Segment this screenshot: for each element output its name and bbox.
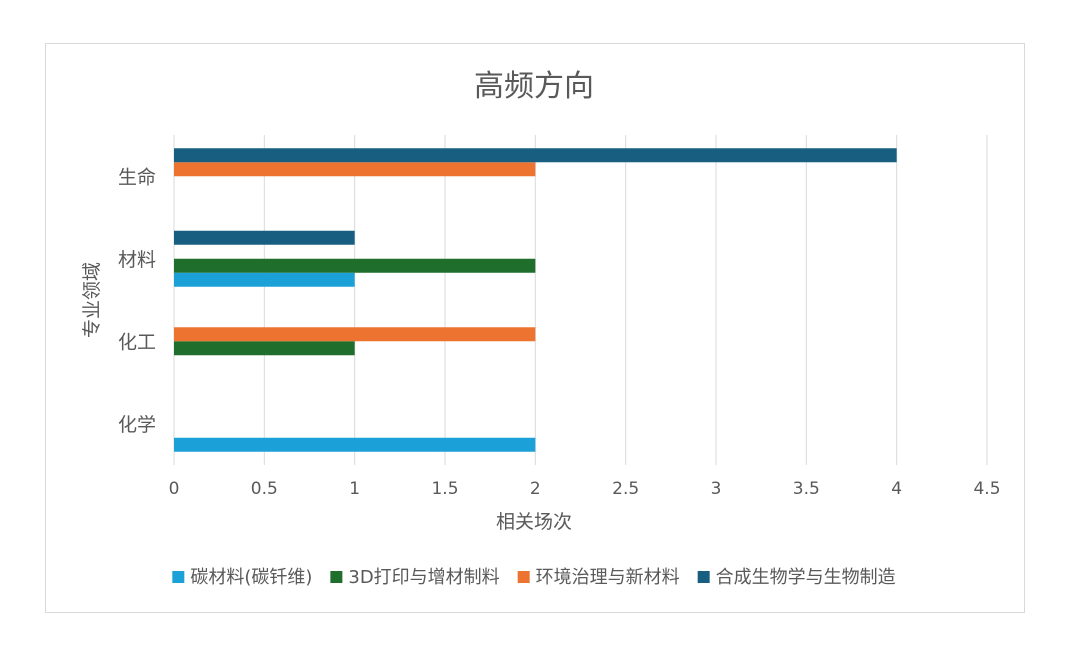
legend-label: 碳材料(碳钎维): [190, 567, 312, 588]
chart-frame: 高频方向 0 0.5 1 1.5 2 2.5 3 3.5 4 4.5 化学 化工 材料 生命 相关场次 …: [45, 43, 1025, 613]
grid-lines: [173, 135, 988, 465]
x-tick-label: 0.5: [251, 479, 278, 499]
bar: [174, 327, 536, 342]
x-tick-label: 2.5: [612, 479, 639, 499]
bar: [174, 230, 355, 245]
bars: [174, 148, 897, 452]
bar: [174, 162, 536, 177]
x-tick-label: 4: [891, 479, 902, 499]
legend-item: 合成生物学与生物制造: [697, 567, 896, 588]
bar: [174, 258, 536, 273]
y-category-label: 化学: [118, 414, 156, 436]
legend-swatch: [172, 571, 185, 583]
legend-label: 合成生物学与生物制造: [716, 567, 896, 588]
legend-swatch: [330, 571, 343, 583]
chart-title: 高频方向: [474, 69, 594, 104]
x-axis-title: 相关场次: [496, 511, 572, 533]
legend: 碳材料(碳钎维) 3D打印与增材制料 环境治理与新材料 合成生物学与生物制造: [172, 567, 896, 588]
bar: [174, 437, 536, 452]
legend-item: 环境治理与新材料: [517, 567, 680, 588]
legend-label: 环境治理与新材料: [536, 567, 680, 588]
legend-label: 3D打印与增材制料: [348, 567, 499, 588]
x-tick-label: 3.5: [793, 479, 820, 499]
x-tick-label: 2: [530, 479, 541, 499]
x-tick-label: 0: [169, 479, 180, 499]
x-tick-labels: 0 0.5 1 1.5 2 2.5 3 3.5 4 4.5: [169, 479, 1001, 499]
x-tick-label: 1: [349, 479, 360, 499]
x-tick-label: 3: [711, 479, 722, 499]
y-category-label: 生命: [118, 166, 156, 188]
bar: [174, 341, 355, 356]
y-category-label: 材料: [118, 249, 156, 271]
bar: [174, 148, 897, 163]
x-tick-label: 1.5: [431, 479, 458, 499]
x-tick-label: 4.5: [973, 479, 1000, 499]
bar: [174, 272, 355, 287]
legend-item: 碳材料(碳钎维): [172, 567, 312, 588]
legend-item: 3D打印与增材制料: [330, 567, 500, 588]
legend-swatch: [697, 571, 710, 583]
y-axis-title: 专业领域: [81, 262, 103, 338]
y-category-label: 化工: [118, 331, 156, 353]
legend-swatch: [517, 571, 530, 583]
